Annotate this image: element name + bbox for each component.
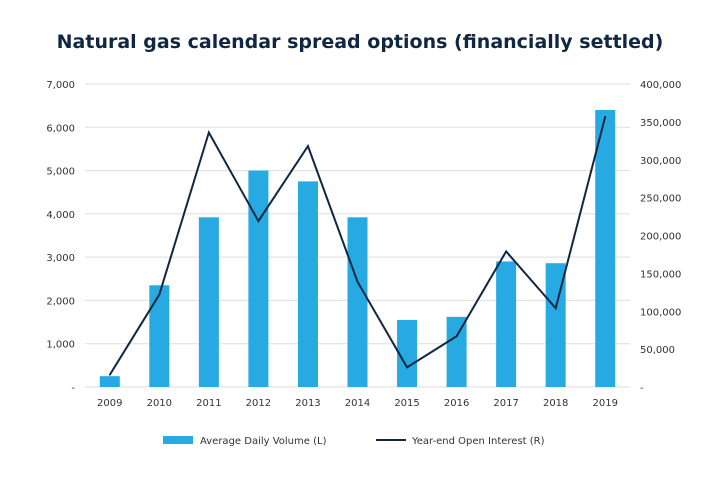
line-point-2016 bbox=[455, 335, 458, 338]
left-tick-label: 1,000 bbox=[46, 340, 75, 351]
left-tick-label: 6,000 bbox=[46, 123, 75, 134]
right-tick-label: 200,000 bbox=[640, 232, 681, 243]
line-point-2013 bbox=[307, 145, 309, 147]
bar-2010 bbox=[149, 285, 170, 387]
left-tick-label: 7,000 bbox=[46, 80, 75, 91]
right-axis: - 50,000 100,000 150,000 200,000 250,000 300,0… bbox=[640, 80, 681, 394]
right-tick-label: 250,000 bbox=[640, 194, 681, 205]
line-point-2012 bbox=[257, 220, 260, 222]
legend: Average Daily Volume (L) Year-end Open I… bbox=[163, 436, 545, 447]
right-tick-label: 350,000 bbox=[640, 118, 681, 129]
legend-label-bar: Average Daily Volume (L) bbox=[200, 436, 327, 447]
x-tick-label: 2011 bbox=[196, 398, 221, 409]
legend-swatch-bar bbox=[163, 436, 193, 444]
bar-2009 bbox=[99, 376, 120, 387]
bar-series bbox=[99, 109, 616, 387]
bar-2014 bbox=[347, 217, 368, 387]
x-tick-label: 2014 bbox=[345, 398, 370, 409]
left-tick-label: - bbox=[71, 383, 75, 394]
line-point-2019 bbox=[604, 115, 607, 118]
left-tick-label: 4,000 bbox=[46, 210, 75, 221]
bar-2012 bbox=[248, 170, 269, 387]
right-tick-label: - bbox=[640, 383, 644, 394]
left-tick-label: 3,000 bbox=[46, 253, 75, 264]
x-tick-label: 2009 bbox=[97, 398, 122, 409]
bar-2013 bbox=[297, 181, 318, 387]
x-tick-label: 2012 bbox=[246, 398, 271, 409]
line-point-2015 bbox=[406, 366, 408, 369]
line-point-2017 bbox=[505, 250, 507, 253]
left-axis: - 1,000 2,000 3,000 4,000 5,000 6,000 7,000 bbox=[46, 80, 75, 394]
right-tick-label: 100,000 bbox=[640, 307, 681, 318]
chart-title: Natural gas calendar spread options (fin… bbox=[57, 31, 664, 53]
x-tick-label: 2017 bbox=[493, 398, 518, 409]
left-tick-label: 5,000 bbox=[46, 167, 75, 178]
bar-2018 bbox=[545, 263, 566, 387]
line-point-2014 bbox=[356, 280, 359, 283]
bar-2015 bbox=[397, 319, 418, 387]
right-tick-label: 400,000 bbox=[640, 80, 681, 91]
x-tick-label: 2015 bbox=[394, 398, 419, 409]
line-point-2009 bbox=[108, 374, 111, 376]
x-tick-label: 2016 bbox=[444, 398, 469, 409]
bar-2017 bbox=[496, 261, 517, 387]
bar-2019 bbox=[595, 109, 616, 387]
x-tick-label: 2019 bbox=[593, 398, 618, 409]
line-point-2010 bbox=[158, 293, 161, 296]
legend-label-line: Year-end Open Interest (R) bbox=[411, 436, 545, 447]
x-tick-label: 2018 bbox=[543, 398, 568, 409]
right-tick-label: 300,000 bbox=[640, 156, 681, 167]
x-tick-label: 2013 bbox=[295, 398, 320, 409]
line-point-2018 bbox=[554, 307, 557, 310]
bar-2016 bbox=[446, 316, 467, 387]
line-point-2011 bbox=[208, 131, 210, 134]
bar-2011 bbox=[198, 217, 219, 387]
left-tick-label: 2,000 bbox=[46, 296, 75, 307]
line-series bbox=[108, 115, 607, 376]
x-axis: 2009 2010 2011 2012 2013 2014 2015 2016 2017 2018… bbox=[97, 398, 618, 409]
right-tick-label: 50,000 bbox=[640, 345, 675, 356]
right-tick-label: 150,000 bbox=[640, 269, 681, 280]
x-tick-label: 2010 bbox=[147, 398, 172, 409]
